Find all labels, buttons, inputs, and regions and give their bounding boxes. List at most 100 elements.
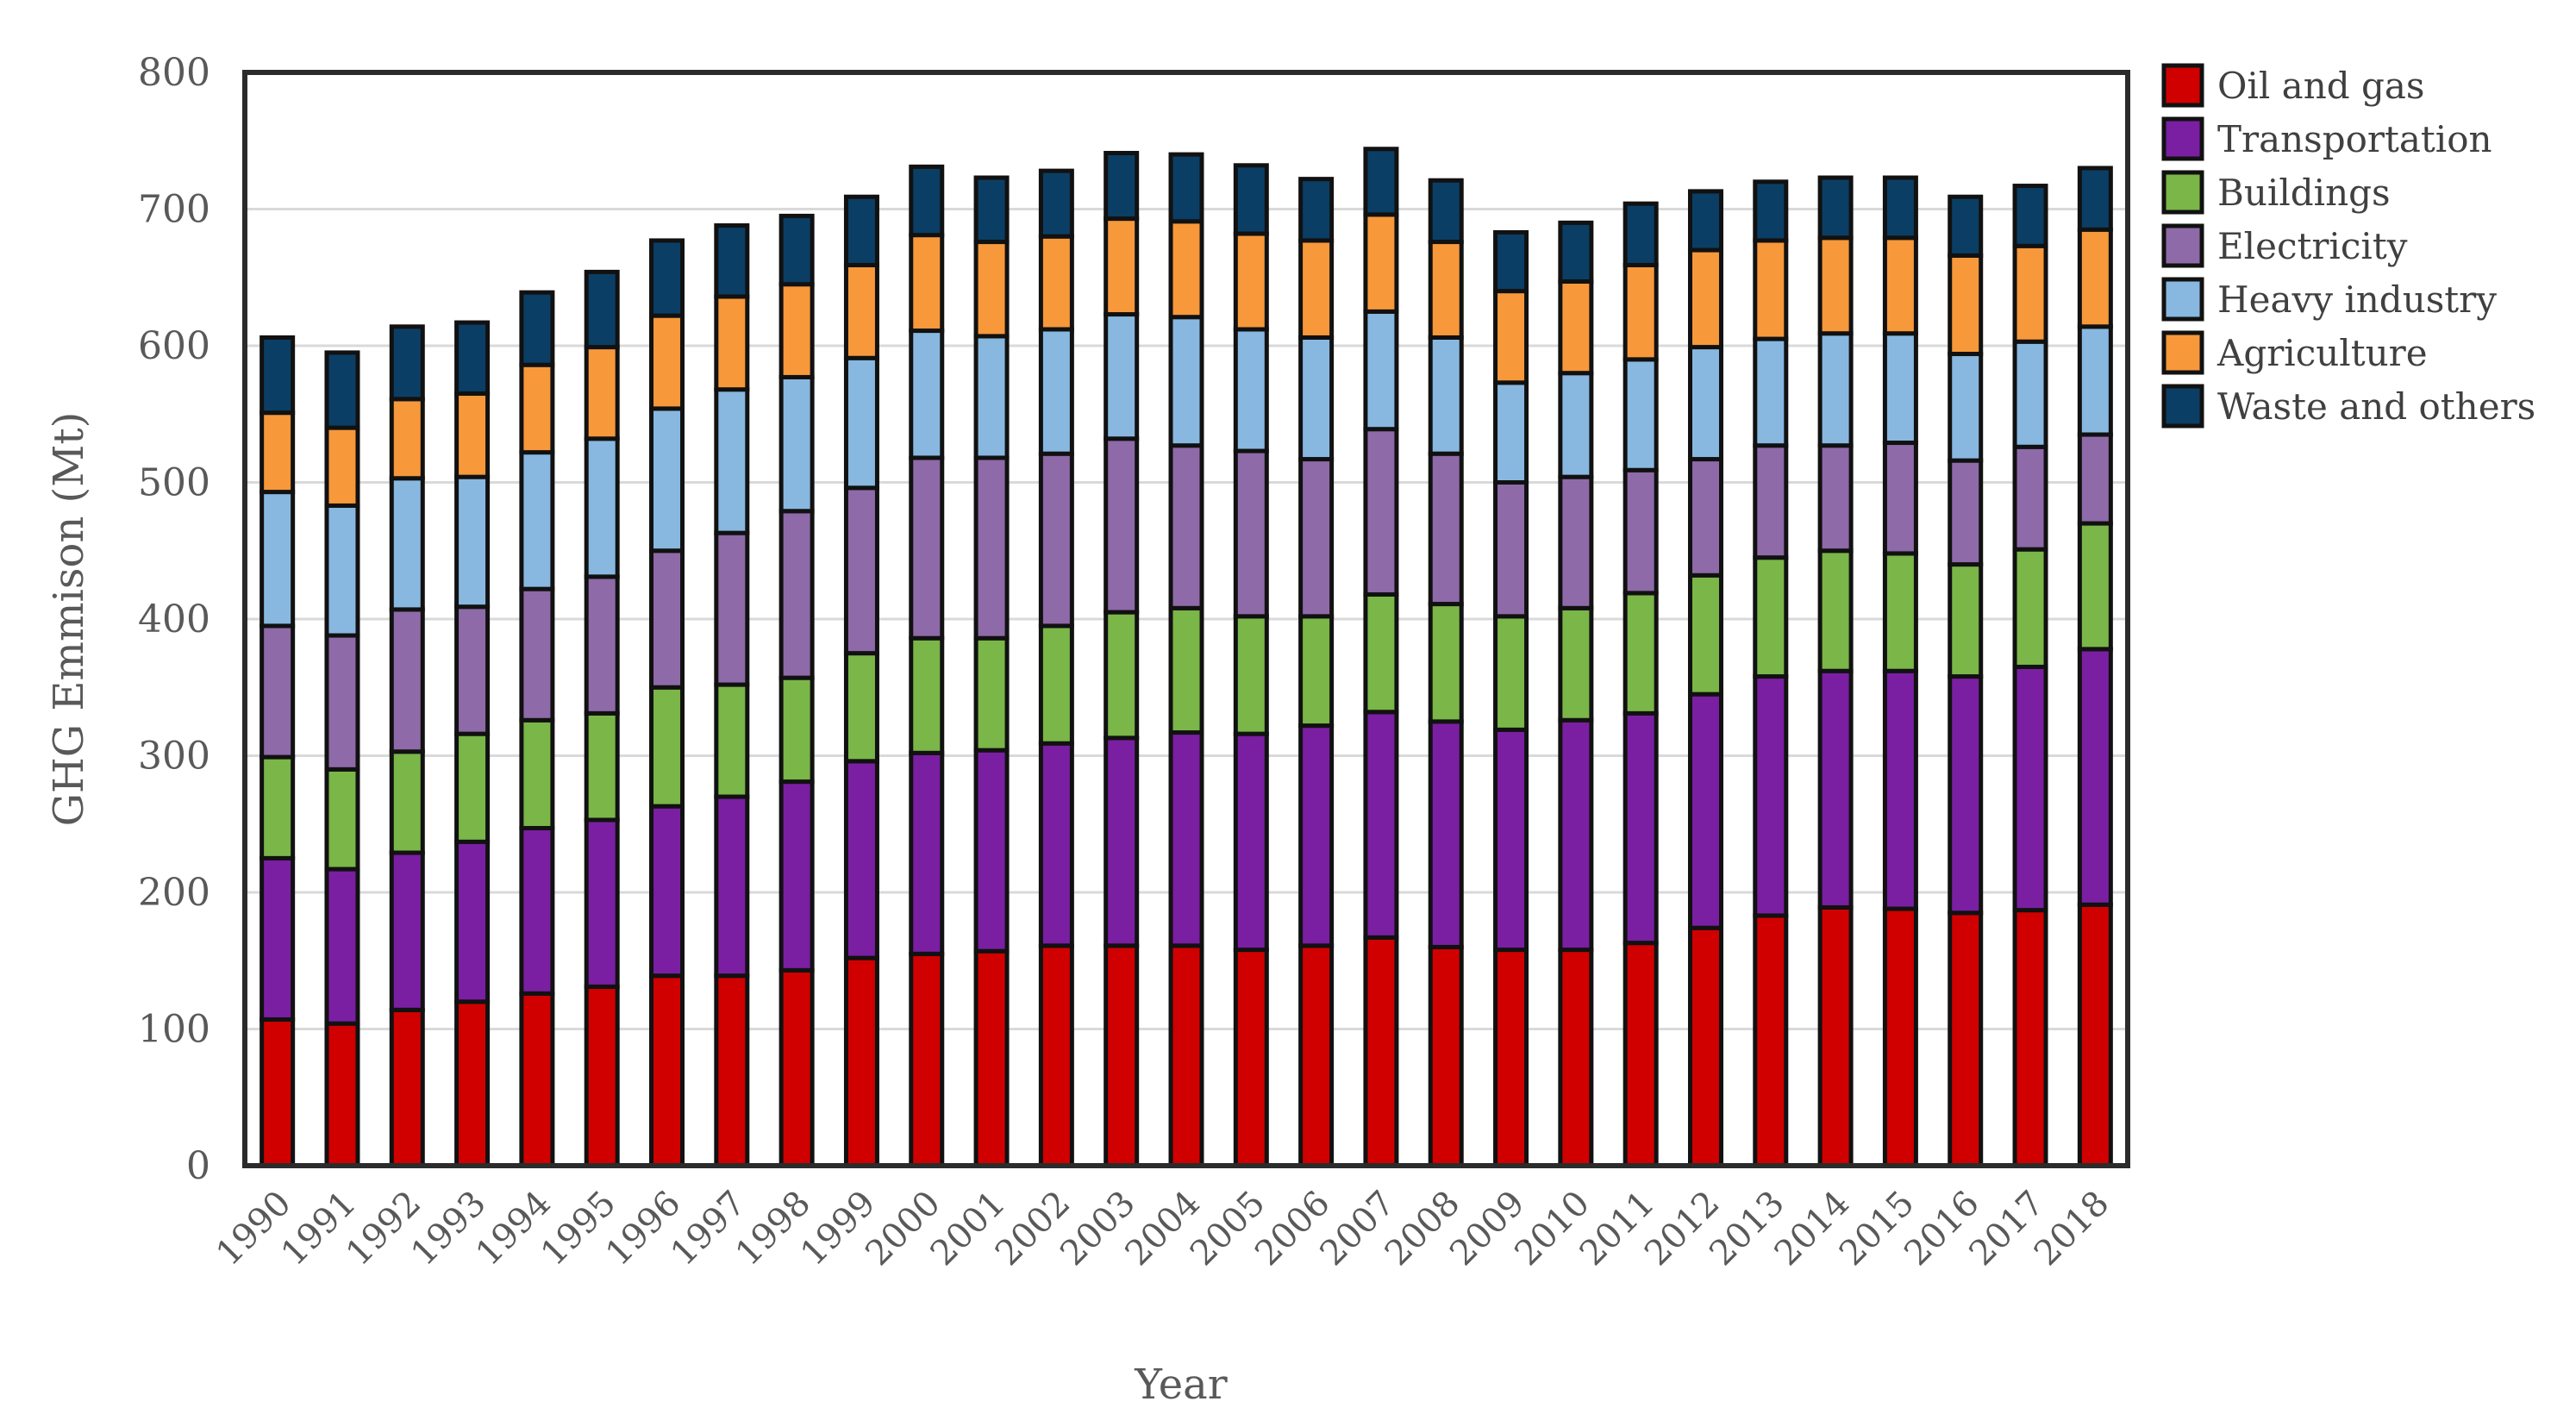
bar-segment xyxy=(973,748,1010,954)
y-axis-ticks: 0 100 200 300 400 500 600 700 800 xyxy=(138,51,210,1188)
bar-segment xyxy=(1882,235,1918,336)
bar-segment xyxy=(2077,647,2113,907)
bar-stacks xyxy=(259,147,2113,1168)
x-axis-ticks: 1990199119921993199419951996199719981999… xyxy=(209,1184,2116,1274)
bar-segment xyxy=(649,973,685,1168)
bar-segment xyxy=(1038,327,1074,456)
bar-stack-2001 xyxy=(973,175,1010,1168)
x-tick-label: 2002 xyxy=(988,1184,1079,1274)
y-tick-label: 400 xyxy=(138,598,210,641)
bar-stack-2016 xyxy=(1948,194,1984,1168)
bar-segment xyxy=(1817,904,1854,1168)
bar-stack-2010 xyxy=(1558,220,1594,1168)
bar-segment xyxy=(1363,427,1399,597)
bar-segment xyxy=(1817,331,1854,448)
bar-stack-1991 xyxy=(324,350,360,1168)
bar-segment xyxy=(584,345,620,441)
x-tick-label: 2003 xyxy=(1053,1184,1143,1274)
x-tick-label: 2018 xyxy=(2027,1184,2117,1274)
bar-segment xyxy=(843,262,879,360)
bar-segment xyxy=(1687,247,1723,350)
bar-segment xyxy=(584,984,620,1168)
bar-segment xyxy=(1817,548,1854,673)
bar-segment xyxy=(1233,327,1269,454)
bar-segment xyxy=(1623,591,1659,716)
bar-segment xyxy=(454,839,491,1004)
y-tick-label: 700 xyxy=(138,188,210,232)
bar-stack-2003 xyxy=(1104,151,1140,1168)
bar-stack-2006 xyxy=(1298,177,1335,1168)
legend-item: Oil and gas xyxy=(2161,63,2424,108)
bar-segment xyxy=(2077,324,2113,437)
x-tick-label: 2004 xyxy=(1118,1184,1209,1274)
bar-stack-2014 xyxy=(1817,175,1854,1168)
bar-stack-2005 xyxy=(1233,163,1269,1168)
bar-segment xyxy=(1493,380,1529,485)
bar-segment xyxy=(649,548,685,690)
bar-segment xyxy=(1104,735,1140,948)
bar-stack-1990 xyxy=(259,335,296,1168)
bar-segment xyxy=(714,530,750,687)
bar-segment xyxy=(1687,691,1723,930)
bar-segment xyxy=(1038,168,1074,239)
bar-segment xyxy=(324,1021,360,1168)
legend-label: Buildings xyxy=(2217,172,2391,214)
bar-segment xyxy=(973,455,1010,641)
bar-stack-1993 xyxy=(454,320,491,1168)
bar-segment xyxy=(778,675,815,785)
bar-segment xyxy=(1948,253,1984,357)
bar-segment xyxy=(649,685,685,809)
bar-segment xyxy=(778,779,815,973)
bar-segment xyxy=(1233,614,1269,736)
bar-segment xyxy=(389,476,425,612)
bar-segment xyxy=(1687,925,1723,1168)
bar-segment xyxy=(1558,371,1594,479)
bar-segment xyxy=(1753,555,1789,679)
bar-segment xyxy=(1233,231,1269,332)
x-tick-label: 2012 xyxy=(1637,1184,1728,1274)
bar-segment xyxy=(1817,443,1854,554)
bar-segment xyxy=(1428,335,1464,456)
bar-segment xyxy=(973,240,1010,339)
bar-segment xyxy=(259,490,296,629)
x-tick-label: 2009 xyxy=(1442,1184,1533,1274)
bar-segment xyxy=(714,223,750,299)
plot-frame xyxy=(242,70,2130,1168)
x-tick-label: 1994 xyxy=(468,1184,559,1274)
legend-item: Transportation xyxy=(2161,116,2492,161)
bar-segment xyxy=(1948,910,1984,1168)
bar-segment xyxy=(1298,943,1335,1168)
bar-segment xyxy=(389,749,425,855)
bar-segment xyxy=(1623,201,1659,267)
legend-label: Heavy industry xyxy=(2217,278,2497,321)
bar-segment xyxy=(324,633,360,772)
bar-segment xyxy=(584,710,620,823)
bar-segment xyxy=(389,397,425,481)
bar-segment xyxy=(324,425,360,508)
bar-segment xyxy=(1233,448,1269,619)
bar-segment xyxy=(454,391,491,479)
legend-swatch xyxy=(2161,116,2204,161)
bar-segment xyxy=(519,991,555,1168)
bar-segment xyxy=(714,794,750,979)
bar-stack-2018 xyxy=(2077,166,2113,1168)
bar-segment xyxy=(519,450,555,591)
bar-segment xyxy=(2012,339,2048,449)
bar-segment xyxy=(2012,664,2048,913)
bar-segment xyxy=(584,269,620,350)
bar-segment xyxy=(1104,216,1140,317)
legend-item: Buildings xyxy=(2161,170,2391,215)
bar-segment xyxy=(714,682,750,799)
bar-stack-1995 xyxy=(584,269,620,1168)
bar-segment xyxy=(1753,179,1789,243)
legend-item: Heavy industry xyxy=(2161,277,2497,322)
bar-segment xyxy=(324,867,360,1026)
bar-segment xyxy=(259,754,296,860)
x-tick-label: 1990 xyxy=(209,1184,299,1274)
bar-segment xyxy=(324,766,360,872)
x-tick-label: 1997 xyxy=(663,1184,753,1274)
bar-segment xyxy=(1687,457,1723,578)
bar-segment xyxy=(1493,948,1529,1168)
bar-segment xyxy=(1493,480,1529,619)
